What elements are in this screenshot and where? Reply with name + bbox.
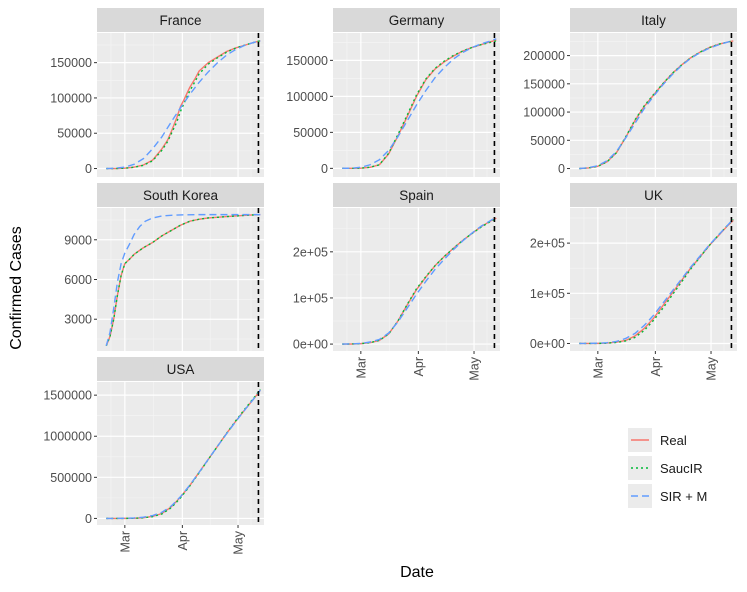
series-line-sir-m — [106, 389, 261, 520]
y-tick-label: 0 — [85, 162, 92, 176]
x-axis-title: Date — [400, 564, 434, 581]
y-tick-label: 2e+05 — [293, 245, 328, 259]
y-tick-label: 0 — [558, 162, 565, 176]
y-tick-label: 6000 — [64, 273, 92, 287]
panel-germany: Germany 0 50000 100000 150000 — [286, 8, 500, 177]
panel-spain: Spain 0e+00 1e+05 2e+05 Mar Apr May — [293, 183, 500, 381]
y-tick-label: 0 — [85, 512, 92, 526]
series-line-saucir — [105, 213, 261, 346]
x-tick-label: Apr — [176, 531, 190, 550]
y-tick-label: 1e+05 — [530, 287, 565, 301]
facet-strip — [97, 8, 264, 32]
x-tick-label: May — [705, 356, 719, 380]
panel-south-korea: South Korea 3000 6000 9000 — [64, 183, 264, 351]
series-line-sir-m — [106, 40, 261, 170]
y-tick-label: 100000 — [50, 91, 92, 105]
legend-label: Real — [660, 433, 687, 448]
facet-title: UK — [644, 188, 663, 203]
facet-strip — [570, 8, 737, 32]
facet-title: Germany — [389, 13, 445, 28]
panel-france: France 0 50000 100000 150000 — [50, 8, 264, 177]
series-line-sir-m — [105, 213, 261, 346]
x-tick-label: Apr — [412, 357, 426, 376]
x-tick-label: Mar — [591, 357, 605, 379]
y-tick-label: 1500000 — [43, 389, 92, 403]
series-line-sir-m — [579, 40, 734, 170]
facet-strip — [570, 183, 737, 207]
x-tick-label: Mar — [354, 357, 368, 379]
x-tick-label: Mar — [118, 531, 132, 553]
legend: Real SaucIR SIR + M — [628, 428, 707, 508]
series-line-saucir — [579, 40, 734, 170]
facet-title: Spain — [399, 188, 434, 203]
panel-usa: USA 0 500000 1000000 1500000 Mar Apr May — [43, 357, 264, 555]
facet-strip — [333, 183, 500, 207]
y-tick-label: 0 — [321, 162, 328, 176]
facet-title: France — [159, 13, 201, 28]
y-tick-label: 150000 — [523, 77, 565, 91]
plot-background — [333, 208, 500, 351]
series-line-sir-m — [579, 218, 734, 345]
y-tick-label: 150000 — [286, 54, 328, 68]
y-tick-label: 9000 — [64, 233, 92, 247]
plot-background — [570, 208, 737, 351]
legend-label: SaucIR — [660, 461, 703, 476]
y-tick-label: 1000000 — [43, 430, 92, 444]
facet-title: Italy — [641, 13, 666, 28]
y-axis-title: Confirmed Cases — [8, 226, 25, 350]
y-tick-label: 0e+00 — [293, 338, 328, 352]
legend-label: SIR + M — [660, 489, 707, 504]
y-tick-label: 1e+05 — [293, 291, 328, 305]
series-line-sir-m — [342, 216, 497, 345]
facet-title: South Korea — [143, 188, 219, 203]
y-tick-label: 500000 — [50, 471, 92, 485]
series-line-real — [106, 40, 261, 170]
x-tick-label: May — [232, 530, 246, 554]
y-tick-label: 2e+05 — [530, 237, 565, 251]
y-tick-label: 150000 — [50, 56, 92, 70]
y-tick-label: 0e+00 — [530, 337, 565, 351]
y-tick-label: 50000 — [530, 134, 565, 148]
facet-strip — [333, 8, 500, 32]
panel-italy: Italy 0 50000 100000 150000 200000 — [523, 8, 737, 177]
facet-title: USA — [167, 362, 195, 377]
facet-strip — [97, 357, 264, 381]
x-tick-label: Apr — [649, 357, 663, 376]
y-tick-label: 50000 — [57, 127, 92, 141]
plot-background — [97, 382, 264, 525]
series-line-saucir — [342, 40, 497, 170]
y-tick-label: 50000 — [293, 126, 328, 140]
x-tick-label: May — [468, 356, 482, 380]
y-tick-label: 200000 — [523, 49, 565, 63]
y-tick-label: 100000 — [523, 106, 565, 120]
facet-strip — [97, 183, 264, 207]
panel-uk: UK 0e+00 1e+05 2e+05 Mar Apr May — [530, 183, 737, 381]
y-tick-label: 100000 — [286, 90, 328, 104]
y-tick-label: 3000 — [64, 313, 92, 327]
series-line-sir-m — [342, 38, 497, 170]
plot-background — [570, 33, 737, 177]
